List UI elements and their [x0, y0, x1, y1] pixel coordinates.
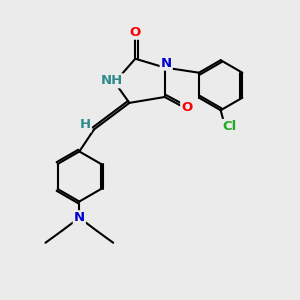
- Text: Cl: Cl: [222, 120, 237, 133]
- Text: NH: NH: [100, 74, 123, 87]
- Text: H: H: [80, 118, 91, 131]
- Text: N: N: [160, 57, 172, 70]
- Text: O: O: [130, 26, 141, 39]
- Text: N: N: [74, 211, 85, 224]
- Text: O: O: [181, 101, 192, 114]
